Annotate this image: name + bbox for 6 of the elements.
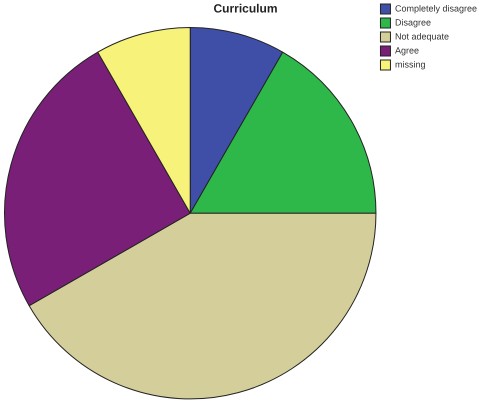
legend-label: Disagree (394, 17, 431, 28)
legend-label: missing (394, 59, 426, 70)
legend-label: Not adequate (394, 31, 450, 42)
legend-label: Completely disagree (394, 3, 478, 14)
legend-label: Agree (394, 45, 419, 56)
chart-title: Curriculum (213, 2, 278, 16)
